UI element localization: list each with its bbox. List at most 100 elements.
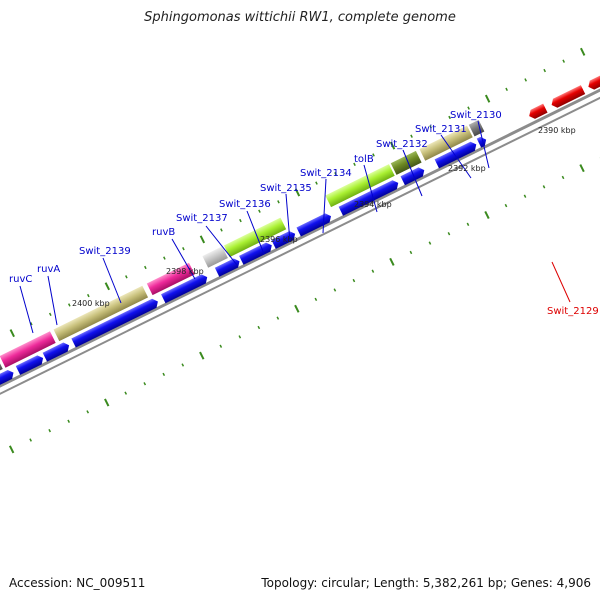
tick-mark	[372, 153, 375, 157]
scale-label: 2394 kbp	[354, 200, 392, 209]
gene-label-tolB: tolB	[354, 154, 374, 165]
tick-mark	[410, 134, 413, 138]
gene-box-gray-right	[468, 119, 485, 137]
tick-mark	[276, 316, 280, 320]
tick-mark	[314, 297, 318, 302]
tick-mark	[523, 194, 527, 198]
tick-mark	[429, 125, 432, 129]
tick-mark	[199, 351, 205, 360]
genes-value: 4,906	[556, 576, 591, 590]
tick-mark	[29, 438, 32, 442]
tick-mark	[144, 265, 147, 270]
leader-line-Swit_2134	[322, 178, 327, 234]
scale-label: 2392 kbp	[448, 164, 486, 173]
gene-label-Swit_2132: Swit_2132	[376, 139, 428, 150]
tick-mark	[579, 164, 585, 173]
tick-mark	[466, 222, 470, 227]
tick-mark	[389, 257, 395, 266]
cds-arrow-forward	[15, 355, 44, 375]
tick-mark	[294, 304, 300, 313]
length-label: Length:	[373, 576, 420, 590]
cds-arrow-reverse	[588, 64, 600, 90]
gene-label-ruvB: ruvB	[152, 227, 175, 238]
tick-mark	[484, 94, 491, 103]
tick-mark	[389, 141, 396, 150]
accession-label: Accession:	[9, 576, 73, 590]
gene-box-Swit_2139	[53, 285, 149, 342]
cds-arrow-forward	[161, 274, 208, 304]
scale-label: 2400 kbp	[72, 299, 110, 308]
tick-mark	[239, 218, 242, 223]
tick-mark	[104, 398, 110, 407]
gene-label-ruvC: ruvC	[9, 274, 32, 285]
gene-label-Swit_2137: Swit_2137	[176, 213, 228, 224]
tick-mark	[504, 203, 508, 208]
scale-label: 2398 kbp	[166, 267, 204, 276]
gene-label-ruvA: ruvA	[37, 264, 60, 275]
length-value: 5,382,261 bp	[422, 576, 503, 590]
tick-track-inner	[8, 157, 600, 454]
gene-label-Swit_2129: Swit_2129	[547, 306, 599, 317]
tick-mark	[428, 241, 432, 245]
tick-mark	[104, 282, 111, 291]
tick-mark	[9, 329, 15, 338]
tick-mark	[67, 303, 71, 307]
genes-label: Genes:	[510, 576, 553, 590]
tick-mark	[219, 344, 223, 348]
tick-mark	[580, 47, 586, 56]
cds-arrow-forward	[296, 213, 331, 237]
cds-arrow-forward	[42, 342, 70, 362]
gene-box-tolB	[325, 164, 395, 208]
scale-label: 2396 kbp	[260, 235, 298, 244]
tick-mark	[543, 68, 546, 73]
topology-label: Topology:	[261, 576, 318, 590]
tick-mark	[220, 228, 223, 232]
accession-info: Accession: NC_009511	[9, 576, 145, 590]
tick-mark	[8, 445, 15, 454]
gene-label-Swit_2139: Swit_2139	[79, 246, 131, 257]
leader-line-ruvA	[47, 275, 58, 326]
tick-mark	[86, 410, 90, 414]
gene-label-Swit_2135: Swit_2135	[260, 183, 312, 194]
cds-arrow-reverse	[551, 85, 586, 108]
tick-mark	[258, 209, 261, 213]
gene-label-Swit_2130: Swit_2130	[450, 110, 502, 121]
tick-mark	[333, 288, 337, 292]
tick-mark	[48, 428, 52, 433]
leader-line-ruvB	[171, 238, 196, 280]
leader-line-Swit_2130	[477, 120, 490, 169]
tick-mark	[542, 185, 546, 189]
tick-mark	[562, 59, 566, 63]
tick-mark	[484, 210, 490, 220]
gene-label-Swit_2136: Swit_2136	[219, 199, 271, 210]
tick-mark	[294, 188, 301, 197]
leader-line-tolB	[363, 164, 378, 213]
tick-mark	[125, 275, 128, 279]
cds-arrow-forward	[400, 167, 425, 186]
leader-line-Swit_2129	[551, 261, 571, 303]
tick-mark	[334, 172, 337, 176]
scale-label: 2390 kbp	[538, 126, 576, 135]
tick-mark	[352, 278, 356, 283]
tick-mark	[448, 115, 451, 120]
leader-line-Swit_2135	[285, 193, 291, 243]
tick-mark	[277, 200, 280, 204]
leader-line-ruvC	[19, 285, 34, 334]
tick-mark	[29, 322, 33, 326]
tick-mark	[199, 235, 206, 244]
tick-mark	[67, 419, 71, 423]
cds-arrow-forward	[0, 369, 14, 391]
cds-arrow-forward	[214, 258, 240, 277]
leader-line-Swit_2139	[102, 257, 122, 304]
tick-mark	[524, 78, 527, 82]
tick-mark	[181, 363, 185, 367]
gene-box-ruvC	[0, 331, 56, 368]
tick-mark	[86, 293, 90, 298]
gene-box-ruvB	[146, 262, 195, 296]
backbone-inner-line	[0, 55, 600, 411]
leader-line-Swit_2137	[205, 225, 238, 266]
tick-mark	[162, 372, 166, 377]
tick-mark	[238, 335, 242, 339]
tick-mark	[48, 312, 52, 317]
